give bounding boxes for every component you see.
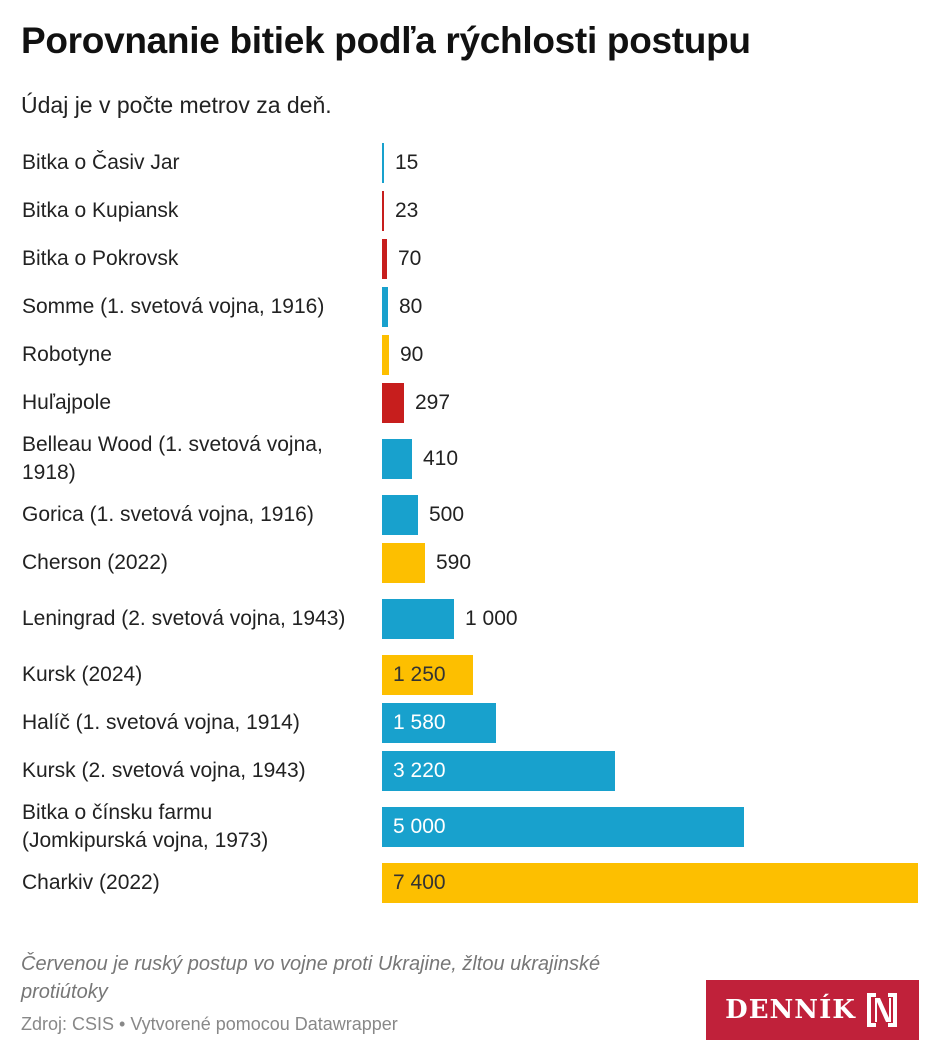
bar-red xyxy=(382,191,384,231)
bar-row: Huľajpole 297 xyxy=(0,379,940,427)
value-label: 7 400 xyxy=(393,871,446,894)
bar-blue xyxy=(382,287,388,327)
bar-label: Charkiv (2022) xyxy=(22,871,160,894)
bar-blue xyxy=(382,143,384,183)
bar-label: Belleau Wood (1. svetová vojna, 1918) xyxy=(22,433,323,484)
bar-red xyxy=(382,383,404,423)
value-label: 23 xyxy=(395,199,419,222)
value-label: 15 xyxy=(395,151,419,174)
bar-label: Bitka o Kupiansk xyxy=(22,199,179,222)
bar-row: Somme (1. svetová vojna, 1916) 80 xyxy=(0,283,940,331)
bar-yellow xyxy=(382,543,425,583)
bar-row: Leningrad (2. svetová vojna, 1943) 1 000 xyxy=(0,587,940,651)
bar-label: Bitka o Časiv Jar xyxy=(22,151,180,174)
bar-row: Gorica (1. svetová vojna, 1916) 500 xyxy=(0,491,940,539)
bar-row: Charkiv (2022) 7 400 xyxy=(0,859,940,907)
value-label: 1 580 xyxy=(393,711,446,734)
footer-note: Červenou je ruský postup vo vojne proti … xyxy=(21,953,601,1003)
dennik-n-logo[interactable]: DENNÍK xyxy=(706,980,919,1040)
bar-row: Belleau Wood (1. svetová vojna, 1918) 410 xyxy=(0,427,940,491)
bar-blue xyxy=(382,751,615,791)
bar-blue xyxy=(382,703,496,743)
logo-n-icon xyxy=(866,993,897,1027)
bar-label: Robotyne xyxy=(22,343,112,366)
value-label: 410 xyxy=(423,447,459,470)
bar-label: Somme (1. svetová vojna, 1916) xyxy=(22,295,325,318)
bar-row: Bitka o Časiv Jar 15 xyxy=(0,139,940,187)
chart-title: Porovnanie bitiek podľa rýchlosti postup… xyxy=(21,20,751,61)
bar-blue xyxy=(382,495,418,535)
value-label: 80 xyxy=(399,295,423,318)
bar-label: Kursk (2024) xyxy=(22,663,143,686)
bar-row: Bitka o čínsku farmu (Jomkipurská vojna,… xyxy=(0,795,940,859)
bar-label: Gorica (1. svetová vojna, 1916) xyxy=(22,503,314,526)
value-label: 5 000 xyxy=(393,815,446,838)
bar-yellow xyxy=(382,863,918,903)
value-label: 1 000 xyxy=(465,607,518,630)
bar-blue xyxy=(382,807,744,847)
bar-label: Kursk (2. svetová vojna, 1943) xyxy=(22,759,306,782)
value-label: 297 xyxy=(415,391,451,414)
bar-label: Huľajpole xyxy=(22,391,112,414)
bar-label: Leningrad (2. svetová vojna, 1943) xyxy=(22,607,346,630)
value-label: 90 xyxy=(400,343,424,366)
value-label: 1 250 xyxy=(393,663,446,686)
bar-blue xyxy=(382,439,412,479)
bar-label: Bitka o Pokrovsk xyxy=(22,247,179,270)
bar-chart: Bitka o Časiv Jar 15 Bitka o Kupiansk 23 Bit… xyxy=(0,139,940,907)
bar-row: Bitka o Pokrovsk 70 xyxy=(0,235,940,283)
bar-row: Cherson (2022) 590 xyxy=(0,539,940,587)
value-label: 590 xyxy=(436,551,472,574)
bar-red xyxy=(382,239,387,279)
value-label: 500 xyxy=(429,503,465,526)
bar-yellow xyxy=(382,655,473,695)
bar-row: Kursk (2. svetová vojna, 1943) 3 220 xyxy=(0,747,940,795)
footer-source: Zdroj: CSIS • Vytvorené pomocou Datawrap… xyxy=(21,1014,398,1034)
bar-yellow xyxy=(382,335,389,375)
chart-subtitle: Údaj je v počte metrov za deň. xyxy=(21,92,332,118)
bar-row: Robotyne 90 xyxy=(0,331,940,379)
bar-blue xyxy=(382,599,454,639)
bar-label: Bitka o čínsku farmu (Jomkipurská vojna,… xyxy=(22,801,269,852)
bar-row: Bitka o Kupiansk 23 xyxy=(0,187,940,235)
bar-label: Halíč (1. svetová vojna, 1914) xyxy=(22,711,300,734)
bar-row: Kursk (2024) 1 250 xyxy=(0,651,940,699)
bar-label: Cherson (2022) xyxy=(22,551,168,574)
logo-text: DENNÍK xyxy=(725,995,856,1025)
value-label: 3 220 xyxy=(393,759,446,782)
value-label: 70 xyxy=(398,247,422,270)
bar-row: Halíč (1. svetová vojna, 1914) 1 580 xyxy=(0,699,940,747)
